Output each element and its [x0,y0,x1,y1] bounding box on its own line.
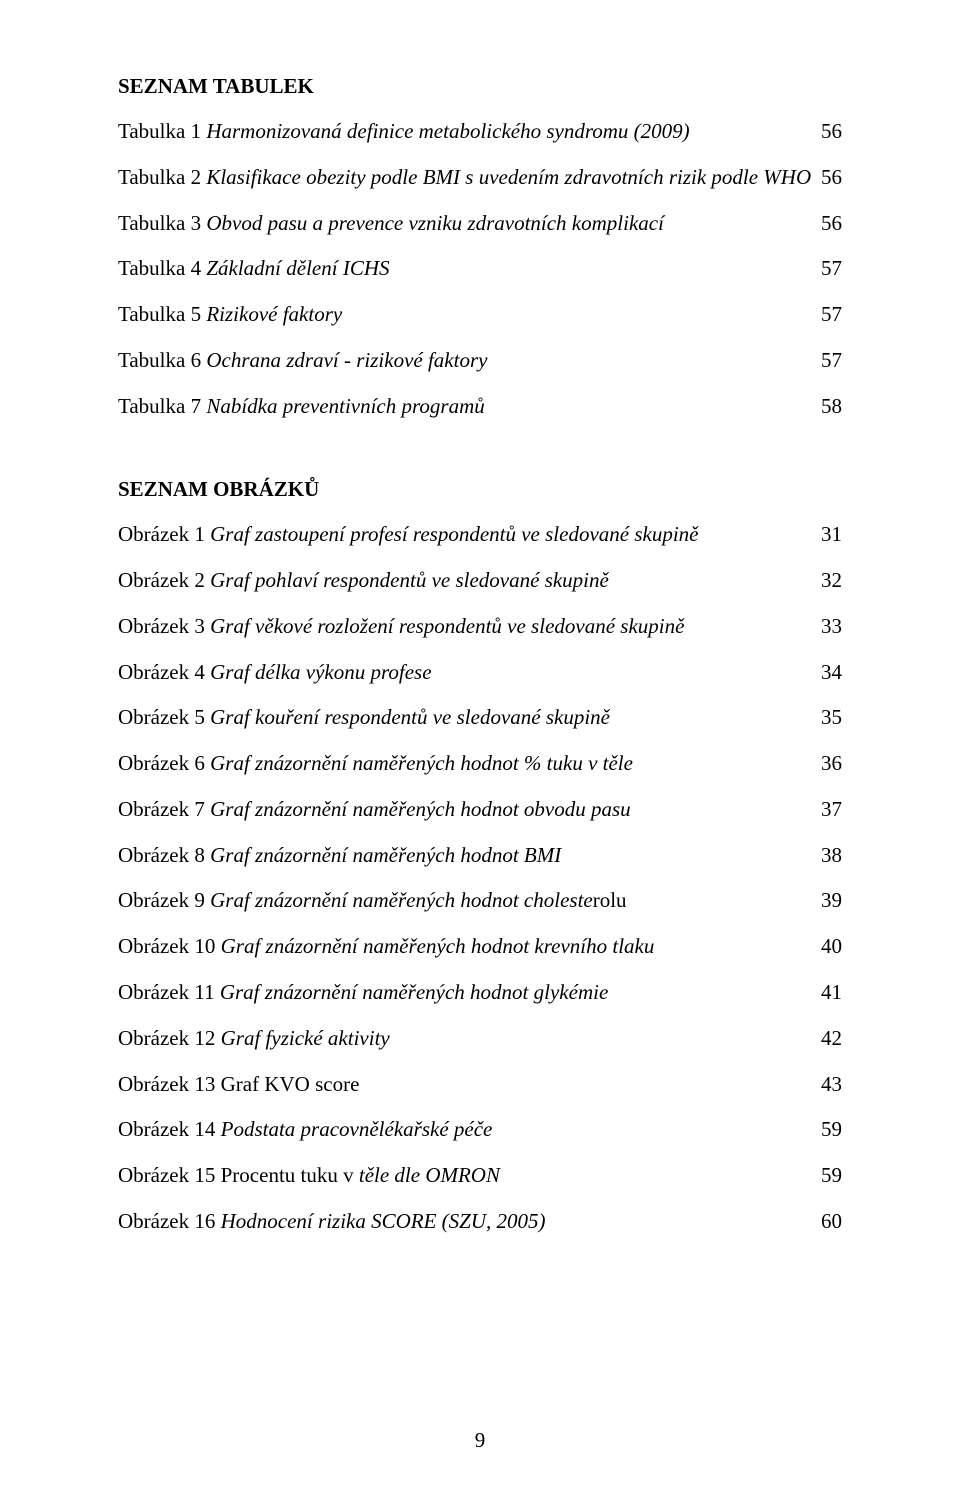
toc-label: Obrázek 10 Graf znázornění naměřených ho… [118,924,654,970]
toc-label: Tabulka 4 Základní dělení ICHS [118,246,390,292]
toc-label: Tabulka 7 Nabídka preventivních programů [118,384,485,430]
document-page: SEZNAM TABULEK Tabulka 1 Harmonizovaná d… [0,0,960,1511]
toc-page: 40 [821,924,842,970]
toc-entry: Obrázek 15 Procentu tuku v těle dle OMRO… [118,1153,842,1199]
tables-heading: SEZNAM TABULEK [118,74,842,99]
toc-entry: Obrázek 2 Graf pohlaví respondentů ve sl… [118,558,842,604]
toc-label: Tabulka 2 Klasifikace obezity podle BMI … [118,155,811,201]
toc-entry: Obrázek 8 Graf znázornění naměřených hod… [118,833,842,879]
toc-entry: Obrázek 14 Podstata pracovnělékařské péč… [118,1107,842,1153]
toc-entry: Tabulka 4 Základní dělení ICHS 57 [118,246,842,292]
toc-page: 36 [821,741,842,787]
toc-label: Obrázek 2 Graf pohlaví respondentů ve sl… [118,558,609,604]
figures-heading: SEZNAM OBRÁZKŮ [118,477,842,502]
toc-entry: Obrázek 6 Graf znázornění naměřených hod… [118,741,842,787]
toc-page: 38 [821,833,842,879]
toc-entry: Obrázek 16 Hodnocení rizika SCORE (SZU, … [118,1199,842,1245]
toc-label: Obrázek 1 Graf zastoupení profesí respon… [118,512,699,558]
toc-page: 41 [821,970,842,1016]
toc-page: 34 [821,650,842,696]
toc-label: Obrázek 7 Graf znázornění naměřených hod… [118,787,631,833]
toc-page: 58 [821,384,842,430]
section-gap [118,429,842,477]
toc-page: 56 [821,201,842,247]
toc-label: Obrázek 8 Graf znázornění naměřených hod… [118,833,561,879]
toc-page: 39 [821,878,842,924]
toc-entry: Tabulka 1 Harmonizovaná definice metabol… [118,109,842,155]
toc-entry: Tabulka 2 Klasifikace obezity podle BMI … [118,155,842,201]
toc-entry: Obrázek 11 Graf znázornění naměřených ho… [118,970,842,1016]
toc-page: 57 [821,246,842,292]
toc-page: 56 [821,109,842,155]
toc-label: Obrázek 5 Graf kouření respondentů ve sl… [118,695,610,741]
toc-page: 32 [821,558,842,604]
toc-label: Obrázek 13 Graf KVO score [118,1062,359,1108]
toc-entry: Obrázek 5 Graf kouření respondentů ve sl… [118,695,842,741]
toc-entry: Obrázek 4 Graf délka výkonu profese 34 [118,650,842,696]
toc-page: 31 [821,512,842,558]
toc-entry: Tabulka 6 Ochrana zdraví - rizikové fakt… [118,338,842,384]
figures-list: Obrázek 1 Graf zastoupení profesí respon… [118,512,842,1244]
toc-label: Tabulka 3 Obvod pasu a prevence vzniku z… [118,201,664,247]
toc-page: 33 [821,604,842,650]
toc-label: Obrázek 11 Graf znázornění naměřených ho… [118,970,608,1016]
toc-label: Obrázek 12 Graf fyzické aktivity [118,1016,390,1062]
toc-page: 59 [821,1107,842,1153]
toc-entry: Obrázek 7 Graf znázornění naměřených hod… [118,787,842,833]
toc-label: Obrázek 4 Graf délka výkonu profese [118,650,432,696]
toc-page: 42 [821,1016,842,1062]
toc-page: 43 [821,1062,842,1108]
toc-entry: Tabulka 3 Obvod pasu a prevence vzniku z… [118,201,842,247]
toc-page: 56 [821,155,842,201]
toc-label: Obrázek 6 Graf znázornění naměřených hod… [118,741,633,787]
toc-page: 60 [821,1199,842,1245]
toc-entry: Obrázek 12 Graf fyzické aktivity 42 [118,1016,842,1062]
toc-entry: Obrázek 3 Graf věkové rozložení responde… [118,604,842,650]
tables-list: Tabulka 1 Harmonizovaná definice metabol… [118,109,842,429]
page-number: 9 [0,1428,960,1453]
toc-label: Obrázek 14 Podstata pracovnělékařské péč… [118,1107,492,1153]
toc-entry: Obrázek 13 Graf KVO score 43 [118,1062,842,1108]
toc-label: Obrázek 3 Graf věkové rozložení responde… [118,604,684,650]
toc-label: Tabulka 5 Rizikové faktory [118,292,342,338]
toc-label: Obrázek 16 Hodnocení rizika SCORE (SZU, … [118,1199,546,1245]
toc-entry: Obrázek 9 Graf znázornění naměřených hod… [118,878,842,924]
toc-entry: Obrázek 10 Graf znázornění naměřených ho… [118,924,842,970]
toc-entry: Tabulka 7 Nabídka preventivních programů… [118,384,842,430]
toc-entry: Tabulka 5 Rizikové faktory 57 [118,292,842,338]
toc-page: 59 [821,1153,842,1199]
toc-label: Obrázek 9 Graf znázornění naměřených hod… [118,878,627,924]
toc-page: 57 [821,338,842,384]
toc-label: Tabulka 6 Ochrana zdraví - rizikové fakt… [118,338,487,384]
toc-label: Obrázek 15 Procentu tuku v těle dle OMRO… [118,1153,500,1199]
toc-page: 37 [821,787,842,833]
toc-label: Tabulka 1 Harmonizovaná definice metabol… [118,109,690,155]
toc-page: 57 [821,292,842,338]
toc-entry: Obrázek 1 Graf zastoupení profesí respon… [118,512,842,558]
toc-page: 35 [821,695,842,741]
